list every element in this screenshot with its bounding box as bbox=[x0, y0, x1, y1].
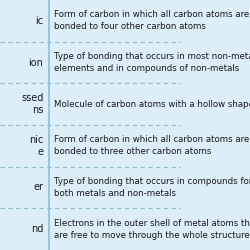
Text: Type of bonding that occurs in most non-metal
elements and in compounds of non-m: Type of bonding that occurs in most non-… bbox=[54, 52, 250, 73]
Text: er: er bbox=[34, 182, 43, 192]
Text: Molecule of carbon atoms with a hollow shape: Molecule of carbon atoms with a hollow s… bbox=[54, 100, 250, 109]
Text: nd: nd bbox=[31, 224, 44, 234]
Text: ion: ion bbox=[28, 58, 44, 68]
Text: Form of carbon in which all carbon atoms are
bonded to three other carbon atoms: Form of carbon in which all carbon atoms… bbox=[54, 136, 250, 156]
Text: ssed
ns: ssed ns bbox=[21, 93, 44, 115]
Text: Form of carbon in which all carbon atoms are
bonded to four other carbon atoms: Form of carbon in which all carbon atoms… bbox=[54, 10, 250, 31]
Text: Type of bonding that occurs in compounds for
both metals and non-metals: Type of bonding that occurs in compounds… bbox=[54, 177, 250, 198]
Text: Electrons in the outer shell of metal atoms that
are free to move through the wh: Electrons in the outer shell of metal at… bbox=[54, 219, 250, 240]
Text: ic: ic bbox=[35, 16, 44, 26]
Text: nic
e: nic e bbox=[29, 135, 43, 157]
